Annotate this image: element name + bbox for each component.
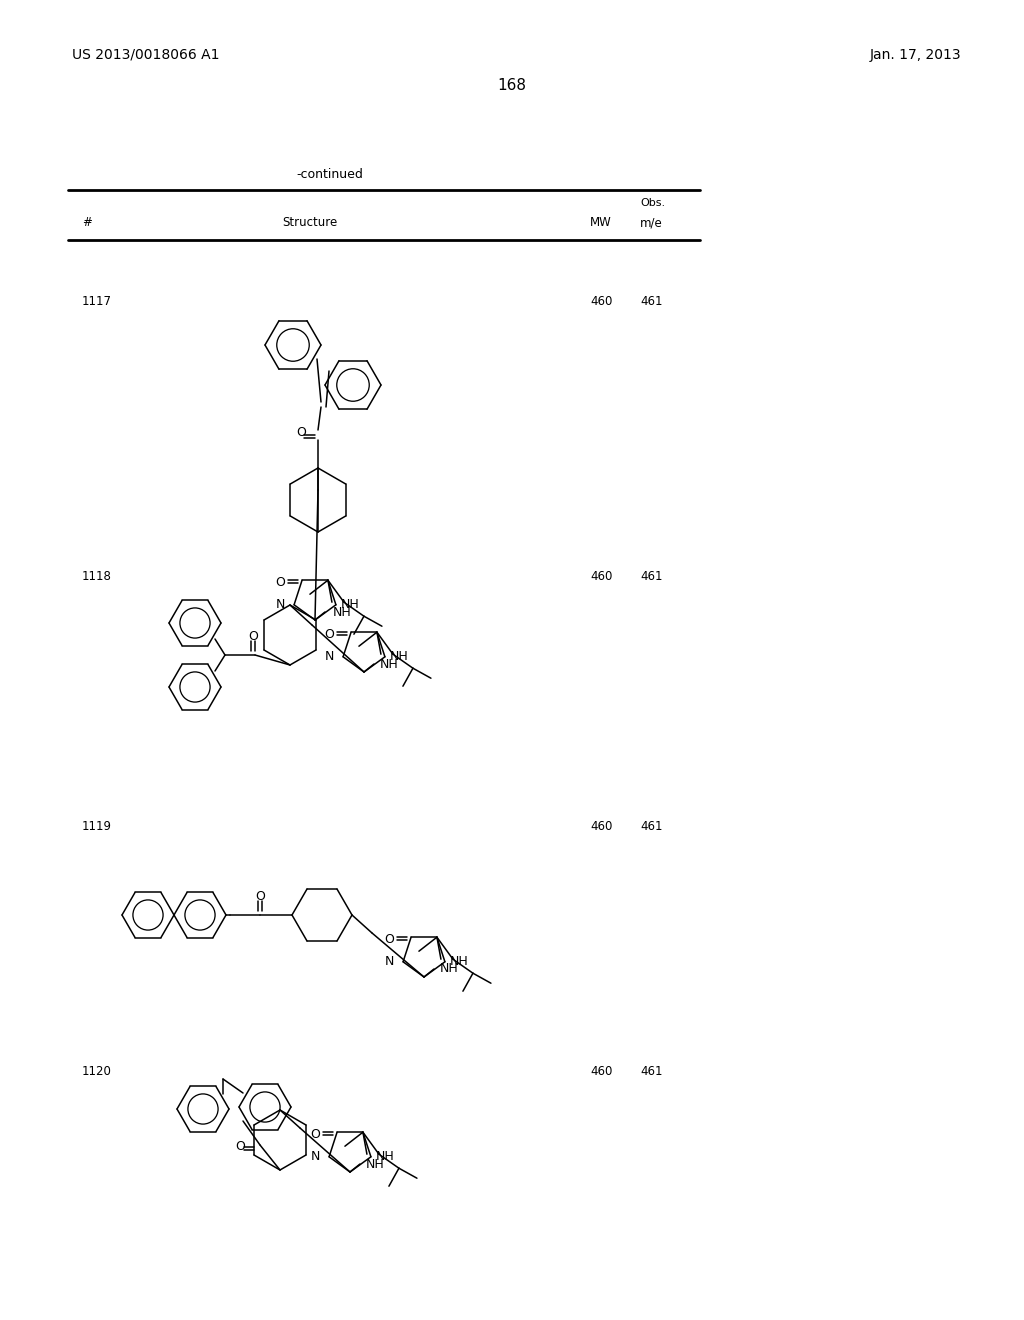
Text: 460: 460 [590, 570, 612, 583]
Text: O: O [236, 1140, 245, 1154]
Text: O: O [384, 933, 394, 945]
Text: MW: MW [590, 216, 611, 228]
Text: N: N [275, 598, 285, 611]
Text: Obs.: Obs. [640, 198, 666, 209]
Text: 460: 460 [590, 1065, 612, 1078]
Text: #: # [82, 216, 92, 228]
Text: 1118: 1118 [82, 570, 112, 583]
Text: NH: NH [376, 1150, 394, 1163]
Text: NH: NH [380, 657, 398, 671]
Text: N: N [384, 956, 394, 969]
Text: 1120: 1120 [82, 1065, 112, 1078]
Text: NH: NH [333, 606, 352, 619]
Text: 461: 461 [640, 1065, 663, 1078]
Text: 461: 461 [640, 294, 663, 308]
Text: O: O [248, 631, 258, 644]
Text: NH: NH [389, 651, 409, 663]
Text: O: O [310, 1127, 321, 1140]
Text: NH: NH [341, 598, 359, 611]
Text: 461: 461 [640, 820, 663, 833]
Text: N: N [310, 1150, 319, 1163]
Text: 461: 461 [640, 570, 663, 583]
Text: O: O [325, 628, 334, 640]
Text: -continued: -continued [297, 168, 364, 181]
Text: NH: NH [450, 956, 468, 969]
Text: 168: 168 [498, 78, 526, 92]
Text: NH: NH [366, 1158, 385, 1171]
Text: Structure: Structure [283, 216, 338, 228]
Text: O: O [296, 426, 306, 440]
Text: Jan. 17, 2013: Jan. 17, 2013 [870, 48, 962, 62]
Text: 1119: 1119 [82, 820, 112, 833]
Text: 460: 460 [590, 294, 612, 308]
Text: O: O [275, 576, 285, 589]
Text: O: O [255, 891, 265, 903]
Text: 1117: 1117 [82, 294, 112, 308]
Text: 460: 460 [590, 820, 612, 833]
Text: m/e: m/e [640, 216, 663, 228]
Text: N: N [325, 651, 334, 663]
Text: NH: NH [440, 962, 459, 975]
Text: US 2013/0018066 A1: US 2013/0018066 A1 [72, 48, 219, 62]
